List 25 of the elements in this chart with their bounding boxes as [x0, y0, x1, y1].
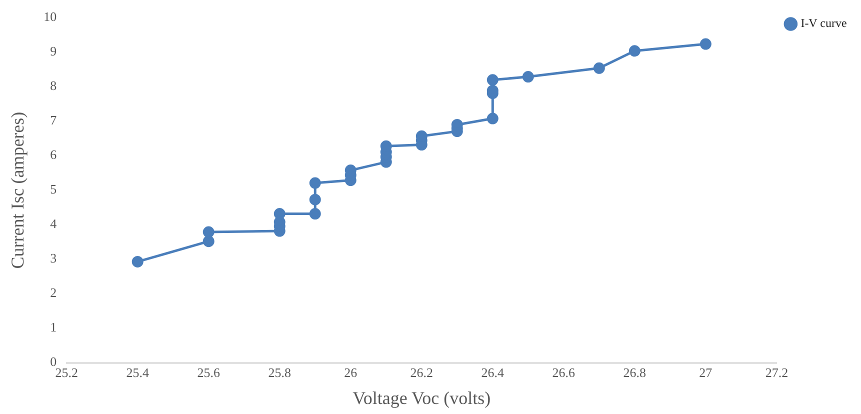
- y-axis-title: Current Isc (amperes): [8, 112, 28, 269]
- y-tick-label: 10: [44, 9, 57, 24]
- x-tick-label: 26.4: [481, 365, 505, 380]
- y-tick-label: 6: [50, 147, 58, 162]
- y-tick-label: 2: [50, 285, 57, 300]
- x-tick-label: 25.4: [126, 365, 150, 380]
- legend-label: I-V curve: [800, 16, 847, 30]
- x-tick-label: 27: [699, 365, 713, 380]
- x-tick-label: 26.6: [552, 365, 576, 380]
- x-tick-label: 25.2: [55, 365, 78, 380]
- y-tick-label: 3: [50, 250, 57, 266]
- y-tick-label: 1: [50, 320, 57, 335]
- x-tick-label: 26.8: [623, 365, 646, 380]
- x-tick-label: 26.2: [410, 365, 434, 380]
- y-tick-label: 0: [50, 354, 57, 370]
- y-tick-label: 8: [50, 78, 57, 94]
- y-tick-label: 5: [50, 182, 57, 197]
- x-tick-label: 25.6: [197, 365, 220, 380]
- y-tick-label: 7: [50, 112, 58, 128]
- x-axis-title: Voltage Voc (volts): [352, 388, 491, 408]
- y-tick-label: 9: [50, 44, 57, 59]
- x-tick-label: 27.2: [765, 365, 788, 380]
- y-tick-label: 4: [50, 216, 58, 232]
- x-tick-label: 26: [344, 365, 358, 380]
- x-tick-label: 25.8: [268, 365, 292, 380]
